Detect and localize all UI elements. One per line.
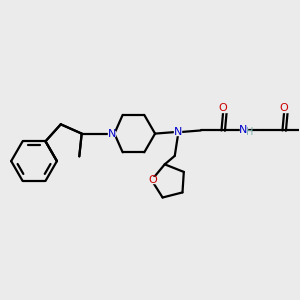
Bar <box>150 177 157 183</box>
Bar <box>220 106 226 112</box>
Text: O: O <box>219 103 227 113</box>
Text: N: N <box>174 127 182 137</box>
Text: N: N <box>239 125 247 135</box>
Text: O: O <box>280 103 288 113</box>
Bar <box>108 131 116 137</box>
Bar <box>280 106 287 112</box>
Text: O: O <box>149 175 158 185</box>
Bar <box>240 128 247 133</box>
Bar <box>174 129 182 135</box>
Text: N: N <box>108 129 116 139</box>
Text: H: H <box>246 127 253 137</box>
